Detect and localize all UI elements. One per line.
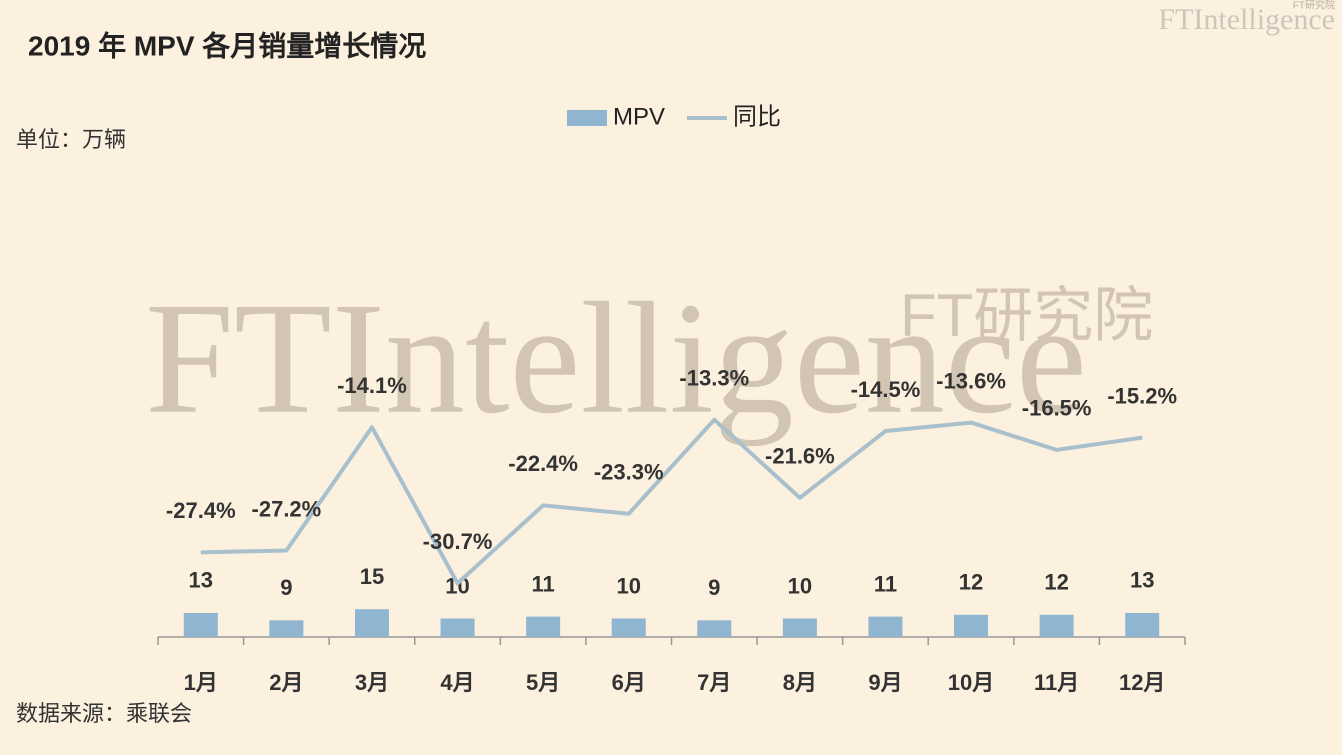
- x-tick-label: 3月: [355, 670, 389, 695]
- legend-label: 同比: [733, 103, 781, 130]
- line-value-label: -15.2%: [1107, 383, 1177, 408]
- bar: [269, 620, 304, 637]
- legend-swatch: [567, 110, 607, 126]
- x-tick-label: 11月: [1034, 670, 1079, 695]
- x-tick-label: 1月: [184, 670, 218, 695]
- bar-value-label: 13: [1130, 568, 1154, 593]
- x-tick-label: 2月: [269, 670, 303, 695]
- bar: [1039, 614, 1074, 637]
- bar-value-label: 10: [616, 573, 640, 598]
- x-tick-label: 9月: [868, 670, 902, 695]
- bar-value-label: 12: [959, 570, 983, 595]
- line-value-label: -27.4%: [166, 498, 236, 523]
- line-value-label: -13.3%: [679, 366, 749, 391]
- line-value-label: -14.5%: [851, 377, 921, 402]
- bar: [440, 618, 475, 637]
- x-tick-label: 6月: [612, 670, 646, 695]
- bar: [697, 620, 732, 637]
- line: [200, 417, 1143, 586]
- bar-value-label: 9: [280, 575, 292, 600]
- logo-cn: FT研究院: [1293, 0, 1335, 12]
- source-label: 数据来源：乘联会: [16, 701, 192, 726]
- line-value-label: -27.2%: [252, 496, 322, 521]
- x-tick-label: 10月: [948, 670, 994, 695]
- bar: [183, 612, 218, 637]
- chart-title: 2019 年 MPV 各月销量增长情况: [28, 29, 426, 61]
- watermark-cn: FT研究院: [900, 282, 1153, 349]
- line-value-label: -13.6%: [936, 368, 1006, 393]
- bar: [526, 616, 561, 637]
- x-tick-label: 4月: [440, 670, 474, 695]
- line-value-label: -30.7%: [423, 529, 493, 554]
- bar: [611, 618, 646, 637]
- bar-value-label: 12: [1044, 570, 1068, 595]
- line-value-label: -16.5%: [1022, 396, 1092, 421]
- line-value-label: -22.4%: [508, 451, 578, 476]
- bar: [782, 618, 817, 637]
- logo-brand: FTIntelligence: [1158, 3, 1335, 36]
- bar-value-label: 11: [531, 571, 554, 596]
- x-tick-label: 12月: [1119, 670, 1165, 695]
- x-tick-label: 7月: [697, 670, 731, 695]
- bar: [1125, 612, 1160, 637]
- unit-label: 单位：万辆: [16, 127, 126, 152]
- x-tick-label: 8月: [783, 670, 817, 695]
- watermark-brand: FTIntelligence: [145, 269, 1087, 447]
- bar: [954, 614, 989, 637]
- bar: [868, 616, 903, 637]
- bar-value-label: 15: [360, 564, 384, 589]
- bar-value-label: 10: [788, 573, 812, 598]
- x-tick-label: 5月: [526, 670, 560, 695]
- line-value-label: -21.6%: [765, 444, 835, 469]
- bar: [354, 609, 389, 637]
- bar-value-label: 13: [189, 568, 213, 593]
- bar-value-label: 9: [708, 575, 720, 600]
- line-value-label: -14.1%: [337, 373, 407, 398]
- line-value-label: -23.3%: [594, 460, 664, 485]
- legend-label: MPV: [613, 103, 665, 130]
- bar-value-label: 11: [874, 571, 897, 596]
